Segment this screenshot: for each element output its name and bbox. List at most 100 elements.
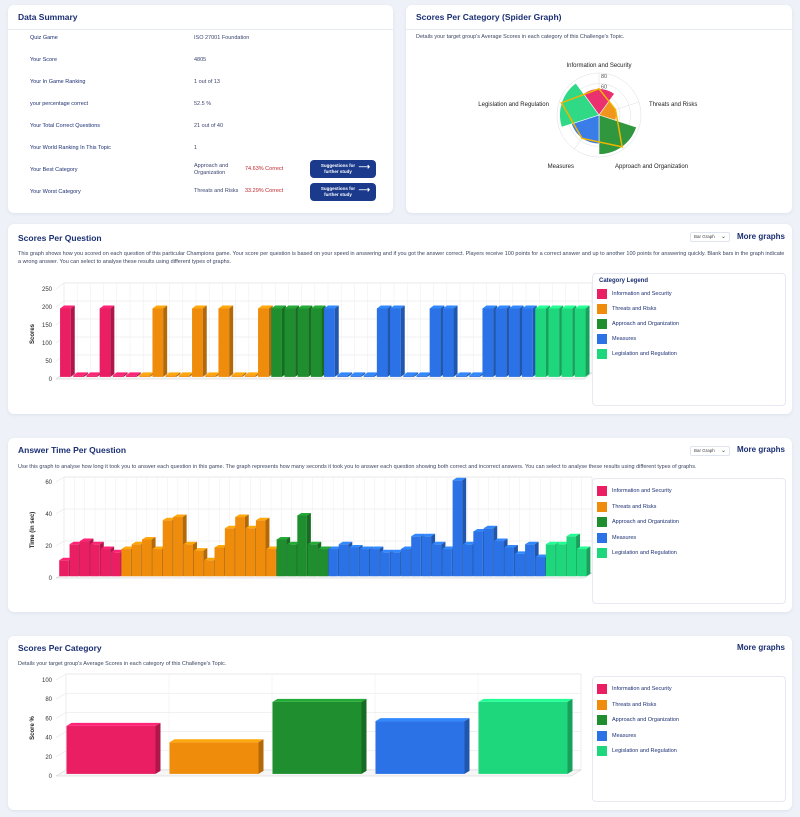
y-tick-label: 80 — [45, 697, 52, 703]
more-graphs-link[interactable]: More graphs — [737, 643, 786, 652]
bar-top — [442, 305, 458, 309]
bar — [218, 305, 234, 377]
bar-face — [205, 375, 216, 377]
bar — [390, 305, 405, 377]
y-axis-label: Scores — [30, 323, 36, 344]
bar-top — [338, 541, 353, 545]
bar-top — [178, 372, 194, 376]
spider-axis-label: Approach and Organization — [615, 164, 688, 170]
bar — [99, 305, 115, 377]
bar-face — [152, 549, 162, 577]
spider-axis-label: Measures — [548, 164, 574, 170]
bar-side — [123, 372, 128, 377]
y-tick-label: 40 — [45, 512, 52, 518]
bar-face — [375, 721, 465, 774]
bar-face — [245, 528, 256, 577]
graph-type-select[interactable]: Bar Graph ⌄ — [690, 232, 730, 242]
bar-top — [218, 305, 234, 309]
polar-tick-label: 80 — [601, 74, 607, 80]
summary-row: Your Score 4805 — [30, 57, 207, 63]
bar-top — [556, 541, 570, 545]
worst-suggestions-button[interactable]: Suggestions for further study ⟶ — [310, 183, 376, 201]
bar-top — [142, 536, 156, 540]
bar-side — [242, 372, 247, 377]
bar-face — [522, 308, 533, 377]
bar-side — [453, 305, 458, 377]
bar-face — [90, 544, 100, 577]
bar-face — [504, 547, 514, 577]
bar-top — [535, 554, 549, 558]
bar-top — [110, 549, 125, 553]
bar-face — [276, 539, 287, 577]
bar-top — [545, 541, 560, 545]
bar-top — [525, 541, 539, 545]
spider-axis-label: Information and Security — [566, 63, 631, 69]
answer-time-title: Answer Time Per Question — [18, 445, 127, 455]
chevron-down-icon: ⌄ — [720, 234, 726, 240]
bar-face — [69, 544, 80, 577]
grid-line — [55, 508, 65, 515]
more-graphs-link[interactable]: More graphs — [737, 445, 786, 454]
bar-face — [473, 531, 483, 577]
bar-top — [204, 557, 218, 561]
bar-face — [112, 375, 124, 377]
bar-face — [121, 549, 131, 577]
best-category-name: Approach and Organization — [194, 163, 229, 176]
bar-top — [59, 557, 73, 561]
bar-top — [390, 549, 405, 553]
bar — [495, 305, 511, 377]
bar-face — [469, 375, 480, 377]
y-tick-label: 200 — [42, 305, 53, 311]
more-graphs-link[interactable]: More graphs — [737, 232, 786, 241]
bar-side — [176, 372, 181, 377]
bar-top — [359, 546, 373, 550]
summary-row: Your World Ranking In This Topic 1 — [30, 145, 198, 151]
y-axis-label: Time (in sec) — [30, 512, 36, 549]
bar-top — [494, 538, 508, 542]
bar — [272, 698, 367, 774]
grid-line — [55, 300, 65, 308]
grid-line — [55, 476, 65, 483]
spider-graph-title: Scores Per Category (Spider Graph) — [416, 12, 562, 22]
bar-face — [482, 308, 494, 377]
bar-face — [350, 375, 362, 377]
bar-top — [483, 525, 498, 529]
bar-side — [136, 372, 141, 377]
bar-face — [284, 308, 296, 377]
bar-top — [566, 533, 581, 537]
bar-top — [69, 541, 84, 545]
grid-line — [55, 282, 65, 290]
bar-face — [214, 547, 225, 577]
bar — [112, 372, 128, 377]
legend-swatch — [597, 517, 607, 527]
y-tick-label: 100 — [42, 341, 53, 347]
y-tick-label: 0 — [49, 774, 53, 780]
graph-type-select[interactable]: Bar Graph ⌄ — [690, 446, 730, 456]
bar-side — [466, 372, 471, 377]
bar-top — [349, 544, 363, 548]
scores-per-category-description: Details your target group's Average Scor… — [18, 661, 227, 667]
bar-top — [478, 698, 573, 702]
scores-per-category-chart: 0 20 40 60 80 100 Score % — [30, 673, 582, 780]
bar-top — [390, 305, 405, 309]
bar-face — [495, 308, 507, 377]
bar-side — [83, 372, 88, 377]
bar-face — [478, 701, 568, 774]
bar-top — [272, 698, 367, 702]
bar-face — [442, 549, 452, 577]
bar-face — [131, 544, 142, 577]
legend-swatch — [597, 289, 607, 299]
bar-top — [473, 528, 487, 532]
bar-face — [60, 308, 71, 377]
summary-row: Your In Game Ranking 1 out of 13 — [30, 79, 220, 85]
bar-face — [452, 480, 463, 577]
grid-line — [55, 712, 67, 719]
best-suggestions-button[interactable]: Suggestions for further study ⟶ — [310, 160, 376, 178]
scores-per-question-description: This graph shows how you scored on each … — [18, 251, 785, 265]
legend-swatch — [597, 486, 607, 496]
bar-top — [193, 548, 208, 551]
bar-top — [286, 541, 301, 545]
bar-top — [456, 372, 471, 376]
bar-top — [244, 372, 260, 376]
y-tick-label: 20 — [45, 544, 52, 550]
